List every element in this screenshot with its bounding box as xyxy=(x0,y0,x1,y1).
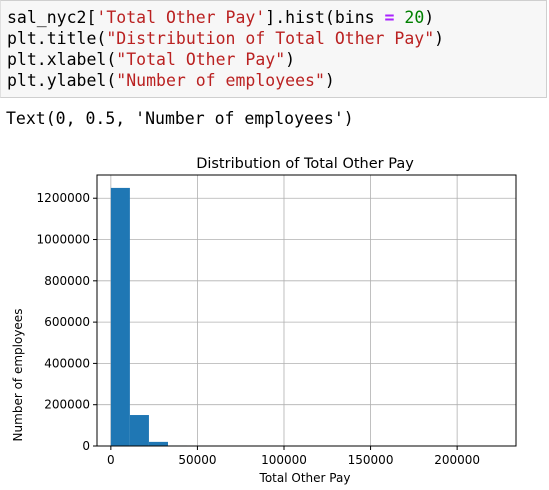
y-tick-label: 0 xyxy=(82,439,90,453)
code-token: ].hist(bins xyxy=(265,8,385,27)
y-tick-label: 600000 xyxy=(44,315,90,329)
grid-lines xyxy=(97,175,516,447)
plot-frame xyxy=(96,174,517,447)
y-tick-label: 800000 xyxy=(44,274,90,288)
histogram-chart: Distribution of Total Other Pay Total Ot… xyxy=(11,156,517,485)
code-token: 20 xyxy=(404,8,425,27)
code-token: ) xyxy=(285,50,296,69)
code-line: plt.xlabel("Total Other Pay") xyxy=(7,49,546,70)
code-token: ) xyxy=(424,8,435,27)
x-tick-label: 150000 xyxy=(348,453,394,467)
x-tick-label: 0 xyxy=(107,453,115,467)
y-tick-label: 1000000 xyxy=(37,233,90,247)
histogram-bars xyxy=(110,187,207,446)
code-token: = xyxy=(384,8,395,27)
histogram-bar xyxy=(110,187,130,446)
code-line: plt.ylabel("Number of employees") xyxy=(7,70,546,91)
chart-title: Distribution of Total Other Pay xyxy=(196,156,414,172)
x-tick-label: 100000 xyxy=(261,453,307,467)
x-tick-label: 200000 xyxy=(434,453,480,467)
y-axis-label: Number of employees xyxy=(11,309,25,442)
code-token xyxy=(394,8,404,27)
code-token: plt.ylabel( xyxy=(7,71,117,90)
code-token: plt.title( xyxy=(7,29,107,48)
code-token: sal_nyc2[ xyxy=(7,8,97,27)
code-token: "Distribution of Total Other Pay" xyxy=(106,29,435,48)
cell-output-text: Text(0, 0.5, 'Number of employees') xyxy=(6,109,354,128)
y-tick-label: 400000 xyxy=(44,356,90,370)
code-cell[interactable]: sal_nyc2['Total Other Pay'].hist(bins = … xyxy=(0,0,547,98)
code-token: plt.xlabel( xyxy=(7,50,117,69)
code-token: 'Total Other Pay' xyxy=(96,8,266,27)
histogram-bar xyxy=(129,415,149,446)
y-tick-label: 1200000 xyxy=(37,191,90,205)
code-token: "Total Other Pay" xyxy=(116,50,286,69)
axis-ticks: 0 50000 100000 150000 200000 0 200000 400000 600… xyxy=(37,191,480,467)
code-line: plt.title("Distribution of Total Other P… xyxy=(7,28,546,49)
x-tick-label: 50000 xyxy=(178,453,216,467)
code-token: "Number of employees" xyxy=(116,71,325,90)
histogram-bar xyxy=(148,441,168,446)
code-token: ) xyxy=(324,71,335,90)
x-axis-label: Total Other Pay xyxy=(259,471,351,485)
code-line: sal_nyc2['Total Other Pay'].hist(bins = … xyxy=(7,7,546,28)
y-tick-label: 200000 xyxy=(44,398,90,412)
code-token: ) xyxy=(434,29,445,48)
